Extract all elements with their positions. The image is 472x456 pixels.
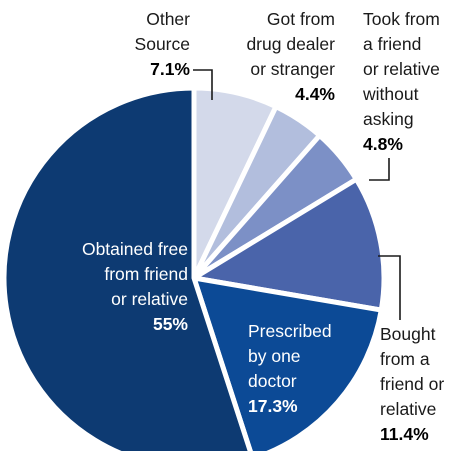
- slice-value-label: 55%: [153, 314, 188, 334]
- label-bought-from-friend: Bought from a friend or relative 11.4%: [380, 324, 444, 444]
- slice-label-line: doctor: [248, 371, 297, 391]
- slice-value-label: 17.3%: [248, 396, 298, 416]
- slice-label-line: or relative: [111, 289, 188, 309]
- slice-label-line: Source: [135, 34, 190, 54]
- slice-label-line: without: [362, 84, 419, 104]
- slice-label-line: asking: [363, 109, 414, 129]
- slice-label-line: from friend: [104, 264, 188, 284]
- slice-label-line: relative: [380, 399, 436, 419]
- label-other-source: Other Source 7.1%: [135, 9, 191, 79]
- label-prescribed: Prescribed by one doctor 17.3%: [248, 321, 332, 416]
- slice-label-line: a friend: [363, 34, 421, 54]
- slice-value-label: 4.8%: [363, 134, 403, 154]
- leader-line-other-source: [193, 69, 213, 100]
- slice-label-line: Other: [146, 9, 190, 29]
- leader-lines: [193, 69, 401, 320]
- pie-slices: [1, 85, 387, 456]
- slice-value-label: 4.4%: [295, 84, 335, 104]
- pie-slice: [1, 85, 255, 456]
- label-drug-dealer: Got from drug dealer or stranger 4.4%: [246, 9, 335, 104]
- pie-slice: [191, 176, 387, 313]
- label-took-from-friend: Took from a friend or relative without a…: [362, 9, 440, 154]
- leader-line-took-from-friend: [369, 158, 390, 181]
- slice-label-line: Got from: [267, 9, 335, 29]
- slice-label-line: Bought: [380, 324, 436, 344]
- slice-label-line: drug dealer: [246, 34, 335, 54]
- leader-line-bought-from-friend: [378, 255, 401, 320]
- slice-label-line: friend or: [380, 374, 444, 394]
- slice-label-line: Took from: [363, 9, 440, 29]
- slice-label-line: from a: [380, 349, 430, 369]
- slice-label-line: Obtained free: [82, 239, 188, 259]
- slice-value-label: 7.1%: [150, 59, 190, 79]
- slice-label-line: by one: [248, 346, 301, 366]
- slice-label-line: Prescribed: [248, 321, 332, 341]
- slice-label-line: or relative: [363, 59, 440, 79]
- slice-label-line: or stranger: [250, 59, 335, 79]
- label-obtained-free: Obtained free from friend or relative 55…: [82, 239, 188, 334]
- slice-value-label: 11.4%: [380, 424, 429, 444]
